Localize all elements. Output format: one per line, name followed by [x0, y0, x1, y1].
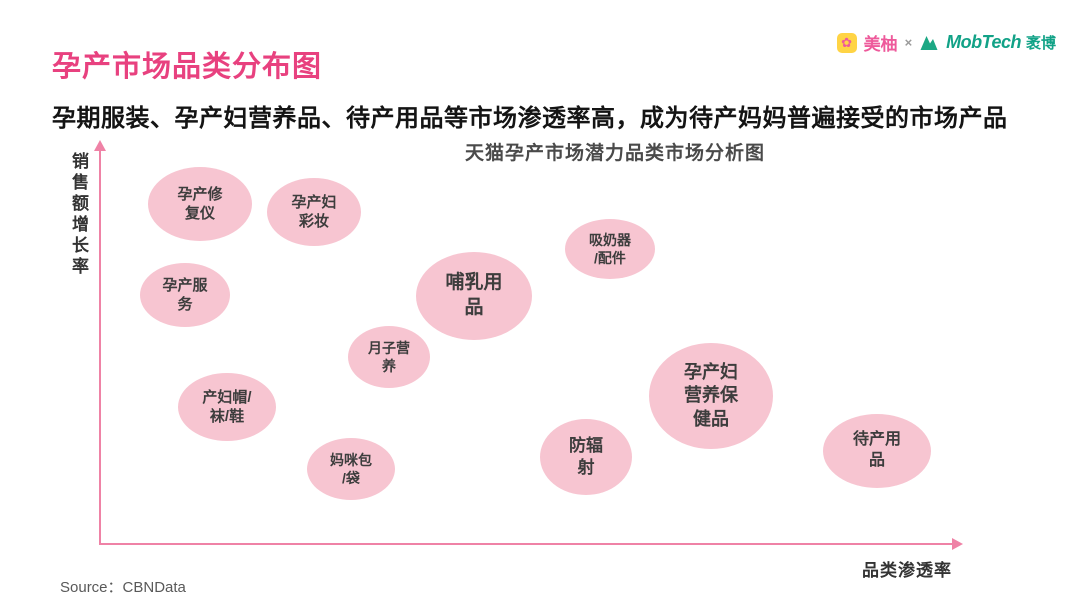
bubble-maternity-hats-socks-shoes: 产妇帽/ 袜/鞋 — [178, 373, 276, 441]
meiyou-logo-icon: ✿ — [836, 32, 857, 53]
brand-separator: × — [904, 35, 913, 50]
page-subtitle: 孕期服装、孕产妇营养品、待产用品等市场渗透率高，成为待产妈妈普遍接受的市场产品 — [52, 105, 1008, 132]
bubble-delivery-prep-supplies: 待产用 品 — [823, 414, 931, 488]
bubble-postpartum-repair-device: 孕产修 复仪 — [148, 167, 252, 241]
y-axis-arrow-icon — [94, 140, 106, 151]
bubble-nursing-supplies: 哺乳用 品 — [416, 252, 532, 340]
bubble-maternity-makeup: 孕产妇 彩妆 — [267, 178, 361, 246]
mobtech-logo-icon — [919, 34, 939, 51]
mobtech-brand-label: MobTech — [946, 32, 1021, 52]
bubble-maternity-nutrition-supplements: 孕产妇 营养保 健品 — [649, 343, 773, 449]
meiyou-brand-label: 美柚 — [863, 35, 898, 54]
bubble-mommy-bags: 妈咪包 /袋 — [307, 438, 395, 500]
x-axis-line — [99, 543, 955, 545]
mobtech-brand-cn-label: 袤博 — [1025, 35, 1056, 52]
bubble-breast-pump-accessories: 吸奶器 /配件 — [565, 219, 655, 279]
bubble-maternity-services: 孕产服 务 — [140, 263, 230, 327]
chart-title: 天猫孕产市场潜力品类市场分析图 — [464, 143, 765, 164]
x-axis-label: 品类渗透率 — [862, 561, 952, 580]
bubble-confinement-nutrition: 月子营 养 — [348, 326, 430, 388]
brand-bar: ✿ 美柚 × MobTech 袤博 — [836, 30, 1056, 55]
y-axis-line — [99, 150, 101, 544]
y-axis-label: 销售额增长率 — [69, 152, 88, 278]
page-title: 孕产市场品类分布图 — [52, 51, 323, 84]
source-note: Source：CBNData — [60, 579, 186, 596]
x-axis-arrow-icon — [952, 538, 963, 550]
bubble-radiation-protection: 防辐 射 — [540, 419, 632, 495]
